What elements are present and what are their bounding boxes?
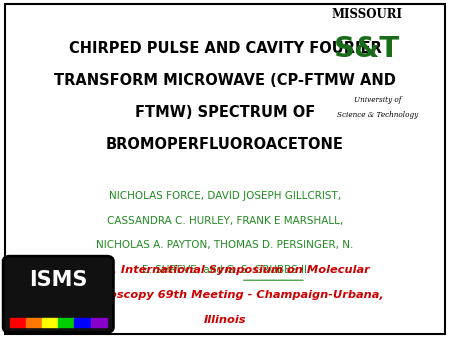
FancyBboxPatch shape xyxy=(3,256,113,332)
Bar xyxy=(26,318,42,327)
Bar xyxy=(58,318,74,327)
Text: Science & Technology: Science & Technology xyxy=(338,111,418,119)
Bar xyxy=(90,318,107,327)
Text: FTMW) SPECTRUM OF: FTMW) SPECTRUM OF xyxy=(135,105,315,120)
Bar xyxy=(10,318,26,327)
Text: BROMOPERFLUOROACETONE: BROMOPERFLUOROACETONE xyxy=(106,137,344,152)
Text: Illinois: Illinois xyxy=(204,315,246,325)
FancyBboxPatch shape xyxy=(5,4,445,334)
Text: WJ08, International Symposium on Molecular: WJ08, International Symposium on Molecul… xyxy=(80,265,370,275)
Bar xyxy=(74,318,90,327)
Text: Spectroscopy 69th Meeting - Champaign-Urbana,: Spectroscopy 69th Meeting - Champaign-Ur… xyxy=(67,290,383,300)
Text: TRANSFORM MICROWAVE (CP-FTMW AND: TRANSFORM MICROWAVE (CP-FTMW AND xyxy=(54,73,396,88)
Text: S&T: S&T xyxy=(333,35,400,64)
Text: CHIRPED PULSE AND CAVITY FOURIER: CHIRPED PULSE AND CAVITY FOURIER xyxy=(68,41,382,55)
Bar xyxy=(42,318,58,327)
Text: University of: University of xyxy=(354,96,402,104)
Text: NICHOLAS FORCE, DAVID JOSEPH GILLCRIST,: NICHOLAS FORCE, DAVID JOSEPH GILLCRIST, xyxy=(109,191,341,201)
Text: CASSANDRA C. HURLEY, FRANK E MARSHALL,: CASSANDRA C. HURLEY, FRANK E MARSHALL, xyxy=(107,216,343,226)
Text: NICHOLAS A. PAYTON, THOMAS D. PERSINGER, N.: NICHOLAS A. PAYTON, THOMAS D. PERSINGER,… xyxy=(96,240,354,250)
Text: E. SHREVE, and G. S. GRUBBS II: E. SHREVE, and G. S. GRUBBS II xyxy=(143,265,307,275)
Text: MISSOURI: MISSOURI xyxy=(331,8,402,21)
Text: ISMS: ISMS xyxy=(29,270,87,290)
